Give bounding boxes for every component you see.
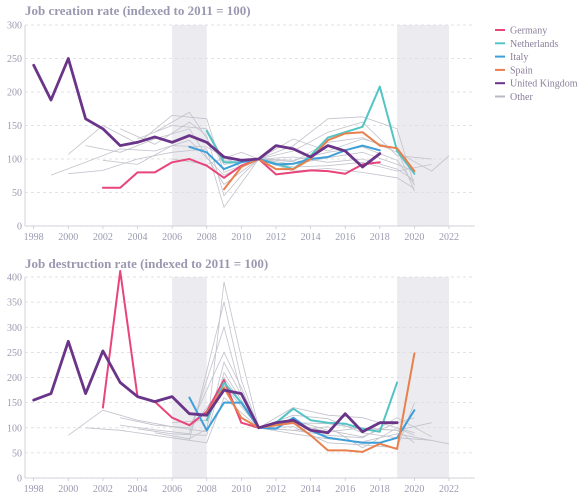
legend-label-germany: Germany	[510, 26, 547, 37]
series-line-other-5	[137, 125, 415, 181]
legend: Germany Netherlands Italy Spain United Kingd…	[495, 26, 578, 103]
chart-title: Job creation rate (indexed to 2011 = 100…	[25, 3, 251, 18]
y-tick-label: 0	[17, 474, 22, 485]
y-tick-label: 200	[7, 373, 22, 384]
x-tick-label: 2016	[335, 232, 355, 243]
series-line-other-6	[172, 396, 415, 449]
x-tick-label: 2006	[162, 232, 182, 243]
x-tick-label: 2020	[404, 232, 424, 243]
y-tick-label: 400	[7, 273, 22, 284]
x-tick-label: 2014	[301, 484, 321, 495]
y-tick-label: 300	[7, 323, 22, 334]
chart-panel-1: Job creation rate (indexed to 2011 = 100…	[7, 3, 475, 243]
x-tick-label: 2006	[162, 484, 182, 495]
chart-panel-2: Job destruction rate (indexed to 2011 = …	[7, 256, 475, 495]
y-tick-label: 250	[7, 348, 22, 359]
x-tick-label: 2020	[404, 484, 424, 495]
y-tick-label: 100	[7, 155, 22, 166]
x-tick-label: 2008	[197, 484, 217, 495]
x-tick-label: 2012	[266, 484, 286, 495]
x-tick-label: 2000	[58, 232, 78, 243]
x-tick-label: 2010	[231, 232, 251, 243]
y-tick-label: 100	[7, 423, 22, 434]
y-tick-label: 50	[12, 448, 22, 459]
legend-label-italy: Italy	[510, 52, 528, 63]
x-tick-label: 1998	[24, 484, 44, 495]
y-tick-label: 50	[12, 188, 22, 199]
x-tick-label: 2000	[58, 484, 78, 495]
x-tick-label: 2018	[370, 484, 390, 495]
legend-label-other: Other	[510, 92, 533, 103]
x-tick-label: 2004	[128, 484, 148, 495]
x-tick-label: 2010	[231, 484, 251, 495]
x-tick-label: 2018	[370, 232, 390, 243]
series-line-other-7	[154, 111, 415, 185]
x-tick-label: 2008	[197, 232, 217, 243]
y-tick-label: 0	[17, 222, 22, 233]
x-tick-label: 2004	[128, 232, 148, 243]
x-tick-label: 2016	[335, 484, 355, 495]
series-line-other-8	[102, 145, 415, 189]
series-line-other-3	[120, 351, 415, 436]
y-tick-label: 350	[7, 298, 22, 309]
series-line-other-3	[120, 121, 415, 197]
series-line-spain	[205, 352, 416, 453]
series-line-other-2	[85, 128, 415, 186]
legend-label-spain: Spain	[510, 65, 533, 76]
x-tick-label: 1998	[24, 232, 44, 243]
y-tick-label: 150	[7, 398, 22, 409]
x-tick-label: 2012	[266, 232, 286, 243]
series-line-other-4	[68, 116, 415, 209]
x-tick-label: 2002	[93, 232, 113, 243]
series-line-united-kingdom	[32, 57, 382, 169]
series-line-germany	[101, 158, 381, 189]
series-line-other-1	[68, 281, 432, 439]
x-tick-label: 2022	[439, 232, 459, 243]
series-line-italy	[188, 396, 416, 444]
chart-title: Job destruction rate (indexed to 2011 = …	[25, 256, 268, 271]
legend-label-netherlands: Netherlands	[510, 39, 558, 50]
series-line-italy	[188, 144, 381, 171]
x-tick-label: 2022	[439, 484, 459, 495]
y-tick-label: 200	[7, 88, 22, 99]
x-tick-label: 2002	[93, 484, 113, 495]
legend-label-united-kingdom: United Kingdom	[510, 79, 578, 90]
y-tick-label: 250	[7, 54, 22, 65]
y-tick-label: 150	[7, 121, 22, 132]
y-tick-label: 300	[7, 21, 22, 32]
series-line-united-kingdom	[32, 339, 399, 435]
x-tick-label: 2014	[301, 232, 321, 243]
